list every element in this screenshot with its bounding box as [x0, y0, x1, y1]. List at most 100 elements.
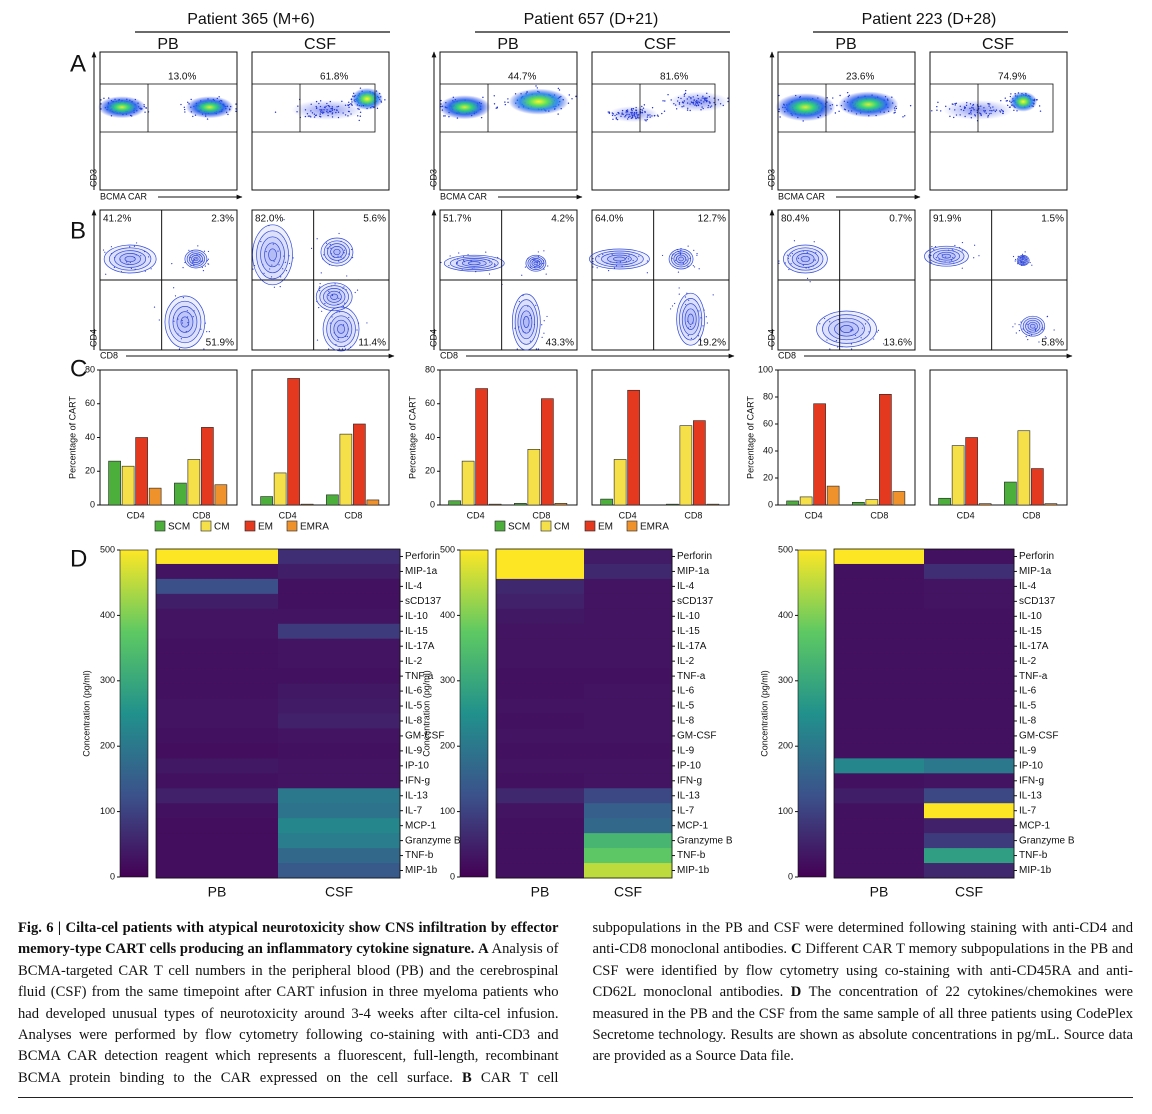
event-dot [329, 243, 331, 246]
event-dot [571, 98, 573, 100]
heatmap-cell [496, 713, 585, 729]
bar [865, 499, 879, 506]
event-dot [679, 251, 681, 253]
heatmap-frame [155, 548, 401, 879]
event-dot [974, 244, 976, 246]
event-dot [535, 85, 537, 87]
event-dot [693, 266, 696, 268]
x-axis-label: BCMA CAR [100, 191, 148, 201]
event-dot [689, 325, 692, 328]
event-dot [1010, 93, 1012, 95]
cytokine-label: IL-17A [1019, 641, 1049, 652]
heatmap-cell [278, 698, 401, 714]
event-dot [260, 240, 262, 243]
patient-title: Patient 365 (M+6) [187, 11, 315, 28]
heatmap-cell [496, 728, 585, 744]
event-dot [662, 100, 664, 102]
heatmap-cell [278, 788, 401, 804]
contour [675, 254, 687, 264]
plot-frame [929, 369, 1068, 506]
heatmap-cell [584, 638, 673, 655]
event-dot [135, 242, 138, 244]
heatmap-cell [834, 593, 925, 610]
event-dot [638, 255, 640, 257]
bar [461, 460, 475, 506]
heatmap-cell [584, 549, 673, 565]
event-dot [206, 331, 208, 333]
heatmap-cell [924, 848, 1015, 864]
cytokine-label: IL-15 [677, 626, 700, 637]
event-dot [1000, 99, 1002, 102]
event-dot [837, 346, 839, 348]
bar [554, 503, 568, 506]
panel-letter: B [70, 217, 86, 244]
contour [333, 319, 349, 339]
contour [256, 230, 289, 280]
event-dot [110, 246, 113, 248]
y-axis-label: CD3 [428, 169, 438, 187]
y-axis-label: CD4 [88, 329, 98, 347]
cytokine-label: sCD137 [677, 596, 714, 607]
heatmap-cell [156, 668, 279, 685]
cytokine-label: GM-CSF [1019, 731, 1058, 742]
contour [443, 254, 505, 272]
heatmap-cell [834, 743, 925, 759]
event-dot [158, 319, 160, 321]
density-blob [438, 95, 491, 120]
event-dot [326, 247, 328, 249]
contour [322, 306, 360, 352]
heatmap-cell [924, 818, 1015, 834]
event-dot [334, 283, 336, 285]
bar [1044, 503, 1058, 506]
contour [103, 244, 157, 274]
heatmap-cell [156, 683, 279, 700]
colorbar-tick-label: 200 [100, 741, 115, 751]
density-blob [508, 88, 569, 115]
event-dot [456, 262, 458, 264]
cytokine-label: IP-10 [1019, 760, 1043, 771]
panel-description: CAR T cell subpopulations in the PB and … [480, 920, 1133, 1086]
cytokine-label: IL-8 [1019, 716, 1037, 727]
density-blob [608, 106, 659, 123]
heatmap-cell [924, 833, 1015, 849]
heatmap-cell [278, 863, 401, 879]
event-dot [894, 111, 896, 114]
quadrant-percentage: 43.3% [546, 338, 574, 349]
event-dot [319, 290, 321, 292]
event-dot [687, 245, 689, 247]
event-dot [568, 94, 570, 96]
bar [541, 398, 554, 506]
cytokine-label: IL-2 [677, 656, 695, 667]
heatmap-cell [156, 833, 279, 849]
event-dot [448, 264, 450, 267]
heatmap-cell [496, 773, 585, 789]
colorbar-tick-label: 0 [110, 871, 115, 881]
bar [1004, 481, 1017, 506]
bar [613, 459, 627, 506]
bar [187, 459, 201, 506]
y-axis-label: Percentage of CART [745, 396, 755, 479]
event-dot [557, 87, 560, 90]
event-dot [543, 268, 545, 270]
heatmap-cell [834, 549, 925, 565]
event-dot [202, 270, 205, 272]
event-dot [661, 254, 664, 257]
bar [826, 485, 840, 506]
event-dot [835, 340, 838, 342]
event-dot [625, 260, 627, 262]
heatmap-cell [834, 653, 925, 670]
contour [467, 261, 481, 266]
contour [252, 224, 293, 286]
event-dot [784, 262, 786, 264]
heatmap-cell [156, 743, 279, 759]
event-dot [934, 246, 937, 248]
colorbar-tick-label: 400 [100, 610, 115, 620]
event-dot [366, 322, 368, 324]
x-tick-label: CD4 [957, 510, 975, 520]
heatmap-cell [496, 623, 585, 640]
heatmap-cell [278, 608, 401, 625]
plot-frame [591, 369, 730, 506]
legend-label: EM [258, 522, 273, 533]
event-dot [931, 110, 933, 112]
heatmap-cell [156, 638, 279, 655]
